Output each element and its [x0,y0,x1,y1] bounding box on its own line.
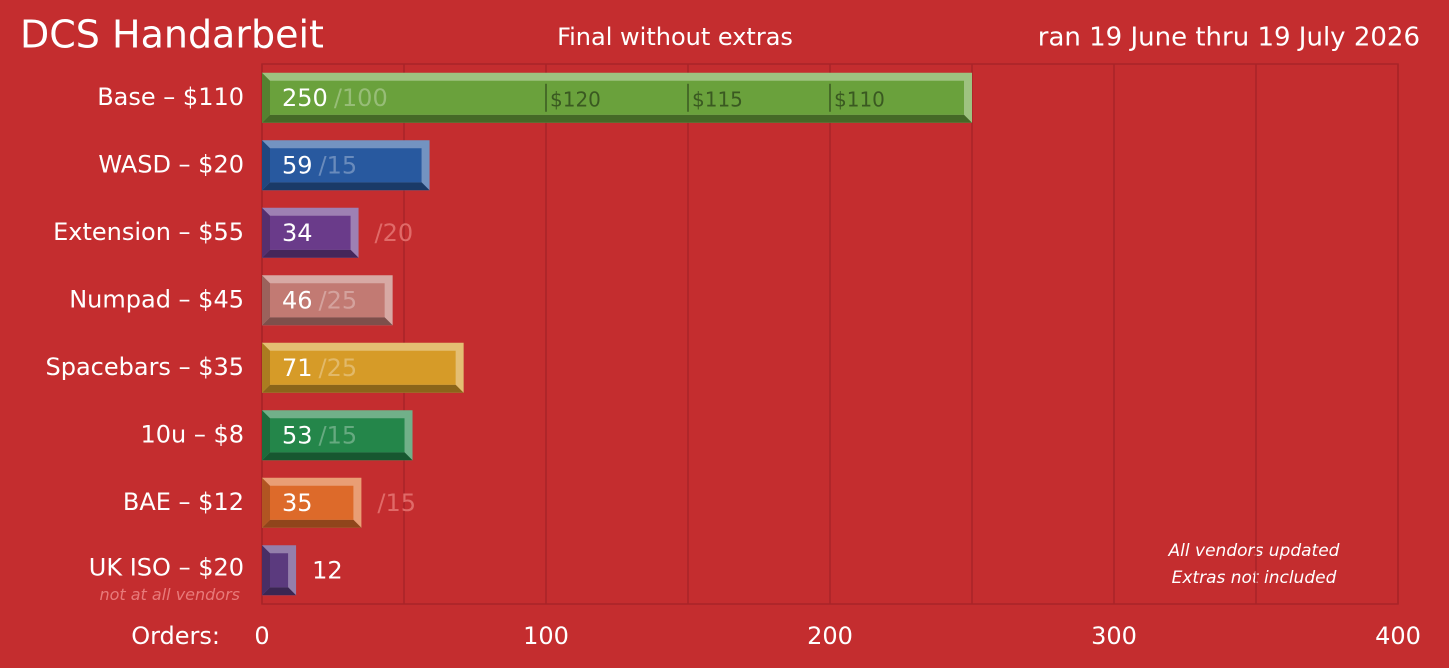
date-range: ran 19 June thru 19 July 2026 [1038,23,1420,53]
bar-face [270,350,456,385]
bar-bevel [262,114,972,123]
minimum-label: /15 [319,151,358,179]
plot-frame [261,63,1399,605]
value-label: 59 [282,151,313,179]
value-label: 35 [282,489,313,517]
bar-face [270,553,289,588]
bar-bevel [262,249,359,258]
category-label: Extension – $55 [53,218,244,246]
category-note: not at all vendors [99,585,240,604]
value-label: 71 [282,354,313,382]
annotation: All vendors updated [1168,541,1340,561]
category-label: Numpad – $45 [69,285,244,313]
minimum-label: /15 [319,421,358,449]
bar-group [262,207,359,258]
bar-group [262,342,464,393]
category-label: WASD – $20 [98,150,244,178]
category-label: UK ISO – $20 [89,553,244,581]
bar-bevel [262,72,270,123]
bar-bevel [262,519,362,528]
category-label: 10u – $8 [140,420,244,448]
bar-bevel [262,275,270,326]
bar-group [262,410,413,461]
bar-bevel [262,545,270,596]
bar-face [270,80,964,115]
bar-group [262,72,972,123]
annotation: Extras not included [1172,568,1337,588]
bar-group [262,545,297,596]
bar-bevel [262,384,464,393]
category-label: Base – $110 [97,83,244,111]
bar-face [270,215,351,250]
bar-face [270,148,422,183]
x-tick-label: 300 [1091,622,1137,650]
x-tick-label: 0 [254,622,269,650]
bar-bevel [262,207,270,258]
value-label: 34 [282,219,313,247]
bar-bevel [262,452,413,461]
tier-label: $115 [692,87,743,111]
bar-bevel [262,317,393,326]
minimum-label: /25 [319,286,358,314]
minimum-label: /25 [319,354,358,382]
x-axis-label: Orders: [131,622,220,650]
tier-label: $120 [550,87,601,111]
minimum-label: /20 [375,219,414,247]
bar-bevel [262,587,297,596]
bar-group [262,477,362,528]
category-label: Spacebars – $35 [45,353,244,381]
bar-group [262,140,430,191]
value-label: 12 [312,556,343,584]
minimum-label: /15 [377,489,416,517]
chart-subtitle: Final without extras [557,23,793,51]
value-label: 250 [282,84,328,112]
bar-bevel [262,477,270,528]
bar-face [270,418,405,453]
x-tick-label: 400 [1375,622,1421,650]
bar-group [262,275,393,326]
x-tick-label: 100 [523,622,569,650]
bar-bevel [262,342,270,393]
bar-face [270,283,385,318]
category-label: BAE – $12 [123,488,244,516]
bar-face [270,485,354,520]
bar-bevel [262,182,430,191]
tier-label: $110 [834,87,885,111]
value-label: 46 [282,286,313,314]
value-label: 53 [282,421,313,449]
minimum-label: /100 [334,84,388,112]
x-tick-label: 200 [807,622,853,650]
chart-title: DCS Handarbeit [20,13,324,57]
bar-bevel [262,140,270,191]
bar-bevel [262,410,270,461]
